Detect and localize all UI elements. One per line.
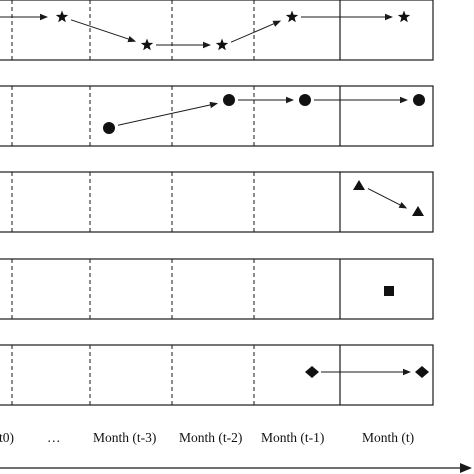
row-panel-1 (0, 0, 434, 61)
transition-arrow (321, 368, 411, 376)
triangle-marker (353, 180, 365, 190)
arrow-head (286, 96, 294, 104)
panel-border (0, 171, 434, 233)
triangle-marker (412, 206, 424, 216)
row-panels (0, 0, 434, 406)
circle-marker (413, 94, 425, 106)
square-marker (384, 286, 394, 296)
column-label-month-t-2: Month (t-2) (179, 430, 242, 445)
panel-border (0, 0, 434, 61)
transition-arrow (301, 13, 393, 21)
arrow-line (230, 22, 276, 43)
column-label-month-t-1: Month (t-1) (261, 430, 324, 445)
arrow-head (398, 202, 408, 209)
arrow-line (367, 188, 403, 207)
star-marker (215, 38, 229, 51)
column-labels: t0) … Month (t-3) Month (t-2) Month (t-1… (0, 430, 414, 445)
circle-marker (103, 122, 115, 134)
arrow-head (272, 20, 282, 27)
star-marker (55, 10, 69, 23)
star-marker (140, 38, 154, 51)
arrow-head (209, 101, 219, 109)
transition-arrow (156, 41, 211, 49)
row-panel-3 (0, 171, 434, 233)
transition-arrow (70, 19, 137, 43)
arrow-line (117, 104, 213, 126)
transition-arrow (238, 96, 294, 104)
column-label-month-t-3: Month (t-3) (93, 430, 156, 445)
transition-arrow (117, 101, 219, 126)
arrow-head (400, 96, 408, 104)
panel-border (0, 85, 434, 147)
arrow-head (127, 35, 137, 43)
star-marker (285, 10, 299, 23)
column-label-t0: t0) (0, 430, 14, 445)
diamond-marker (415, 366, 429, 378)
column-label-ellipsis: … (47, 430, 61, 445)
circle-marker (299, 94, 311, 106)
arrow-line (70, 19, 131, 41)
time-axis-arrowhead (460, 463, 472, 473)
arrow-head (40, 13, 48, 21)
panel-border (0, 344, 434, 406)
row-panel-4 (0, 258, 434, 320)
circle-marker (223, 94, 235, 106)
panel-border (0, 258, 434, 320)
row-panel-5 (0, 344, 434, 406)
transition-arrow (314, 96, 408, 104)
time-axis (0, 463, 472, 473)
transition-arrow (230, 20, 282, 43)
transition-arrow (0, 13, 48, 21)
column-label-month-t: Month (t) (362, 430, 414, 445)
row-panel-2 (0, 85, 434, 147)
arrow-head (203, 41, 211, 49)
star-marker (397, 10, 411, 23)
arrow-head (385, 13, 393, 21)
diamond-marker (305, 366, 319, 378)
transition-arrow (367, 188, 408, 209)
arrow-head (403, 368, 411, 376)
